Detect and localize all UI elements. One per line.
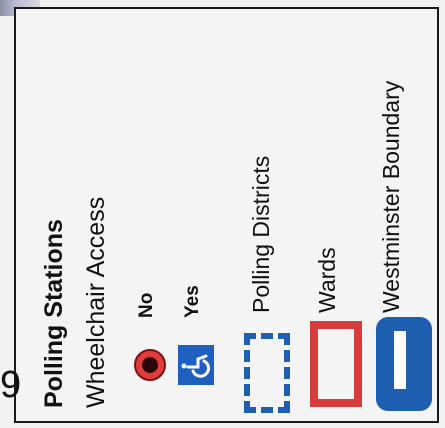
wards-symbol — [310, 321, 362, 407]
legend-title: Polling Stations — [40, 219, 68, 408]
wards-label: Wards — [314, 247, 340, 313]
legend-subtitle: Wheelchair Access — [82, 196, 110, 408]
access-yes-label: Yes — [182, 285, 203, 318]
polling-districts-label: Polling Districts — [248, 155, 274, 313]
map-fragment-number: 9 — [0, 364, 22, 406]
wheelchair-icon — [178, 345, 214, 385]
westminster-boundary-symbol — [376, 317, 432, 411]
westminster-boundary-label: Westminster Boundary — [378, 80, 404, 313]
access-no-label: No — [136, 292, 157, 318]
polling-districts-symbol — [244, 333, 290, 413]
map-legend — [14, 7, 439, 423]
boundary-symbol-inner — [394, 331, 406, 389]
red-dot-icon — [134, 349, 166, 381]
